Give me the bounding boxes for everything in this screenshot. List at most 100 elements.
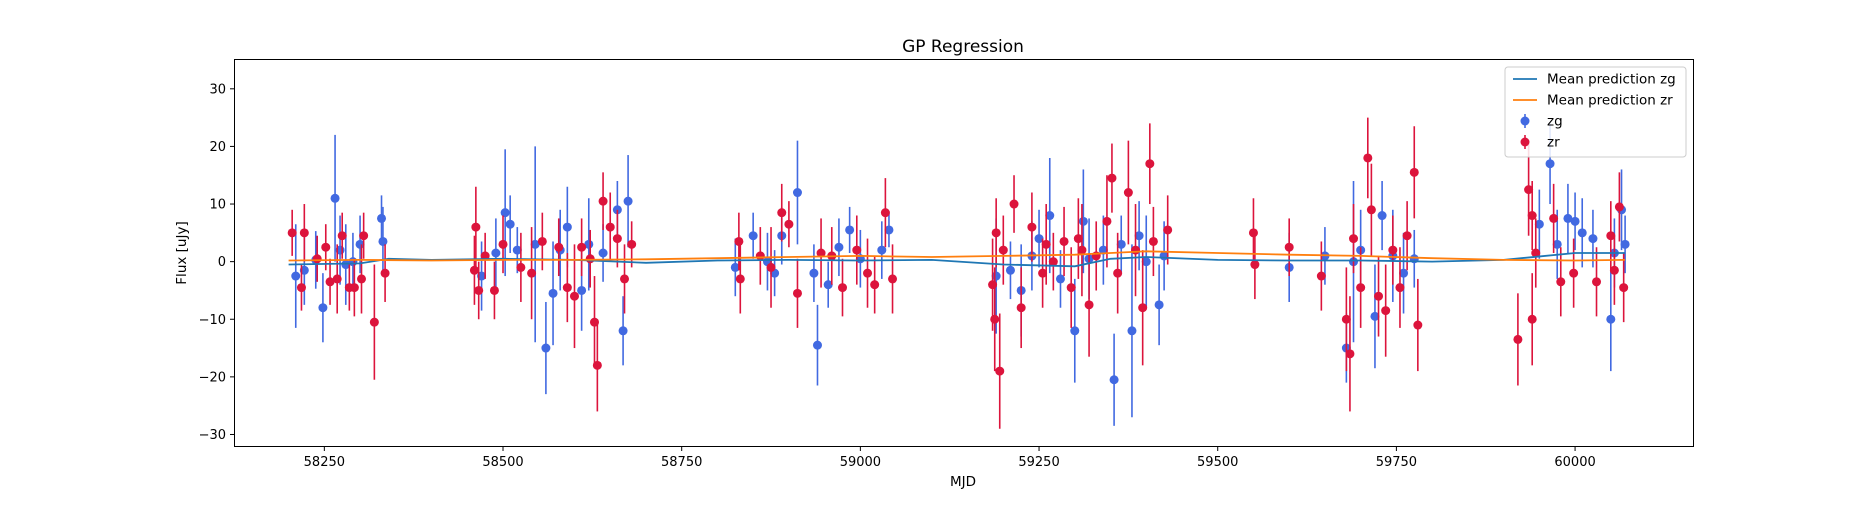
zr-data-point — [592, 360, 602, 370]
zr-data-point — [1016, 303, 1026, 313]
zr-data-point — [1027, 222, 1037, 232]
zr-data-point — [1363, 153, 1373, 163]
zr-data-point — [554, 242, 564, 252]
zr-data-point — [562, 283, 572, 293]
zg-data-point — [541, 343, 551, 353]
legend: Mean prediction zg Mean prediction zr zg zr — [1504, 66, 1687, 158]
zr-data-point — [471, 222, 481, 232]
zr-data-point — [1316, 271, 1326, 281]
zg-data-point — [377, 213, 387, 223]
y-tick-label: −10 — [199, 313, 226, 328]
zg-data-point — [355, 239, 365, 249]
legend-label: Mean prediction zg — [1547, 72, 1676, 88]
zg-data-point — [562, 222, 572, 232]
zg-data-point — [884, 225, 894, 235]
y-tick-label: 30 — [209, 82, 226, 97]
zg-data-point — [500, 208, 510, 218]
zr-data-point — [995, 366, 1005, 376]
x-tick-label: 59500 — [1197, 455, 1238, 470]
zr-data-point — [577, 242, 587, 252]
zr-data-point — [777, 208, 787, 218]
series-zr — [287, 117, 1629, 429]
zg-data-point — [1545, 159, 1555, 169]
zr-data-point — [1556, 277, 1566, 287]
zg-data-point — [1070, 326, 1080, 336]
zg-data-point — [618, 326, 628, 336]
zg-data-point — [330, 193, 340, 203]
zg-data-point — [598, 248, 608, 258]
zg-data-point — [823, 280, 833, 290]
zr-data-point — [1113, 268, 1123, 278]
zr-data-point — [605, 222, 615, 232]
zg-data-point — [730, 262, 740, 272]
y-axis: −30 −20 −10 0 10 20 30 — [199, 82, 235, 443]
y-tick-label: −20 — [199, 370, 226, 385]
zr-data-point — [1084, 300, 1094, 310]
zr-data-point — [792, 288, 802, 298]
legend-label: zr — [1547, 135, 1560, 151]
zr-data-point — [1041, 239, 1051, 249]
x-tick-label: 58250 — [304, 455, 345, 470]
zg-data-point — [1127, 326, 1137, 336]
zr-data-point — [537, 236, 547, 246]
zr-data-point — [1513, 334, 1523, 344]
zr-data-point — [620, 274, 630, 284]
zr-data-point — [332, 274, 342, 284]
zg-data-point — [1078, 216, 1088, 226]
zr-data-point — [1402, 231, 1412, 241]
zr-data-point — [369, 317, 379, 327]
zr-data-point — [1366, 205, 1376, 215]
zr-data-point — [480, 251, 490, 261]
plot-content — [287, 117, 1630, 429]
zg-data-point — [548, 288, 558, 298]
zr-data-point — [598, 196, 608, 206]
zr-data-point — [1413, 320, 1423, 330]
zg-data-point — [577, 285, 587, 295]
zr-data-point — [766, 262, 776, 272]
x-tick-label: 59750 — [1376, 455, 1417, 470]
zg-data-point — [291, 271, 301, 281]
zr-data-point — [357, 274, 367, 284]
zr-data-point — [1102, 216, 1112, 226]
zg-data-point — [1045, 211, 1055, 221]
legend-item-zr: zr — [1520, 135, 1560, 151]
zr-data-point — [1409, 167, 1419, 177]
zr-data-point — [1077, 245, 1087, 255]
zr-data-point — [1038, 268, 1048, 278]
zg-data-point — [505, 219, 515, 229]
zg-data-point — [792, 188, 802, 198]
x-axis-label: MJD — [950, 474, 976, 490]
zr-data-point — [498, 239, 508, 249]
zr-data-point — [888, 274, 898, 284]
zr-data-point — [1374, 291, 1384, 301]
zg-data-point — [1377, 211, 1387, 221]
zr-data-point — [585, 254, 595, 264]
zg-data-point — [1034, 234, 1044, 244]
zr-data-point — [469, 265, 479, 275]
zr-data-point — [474, 285, 484, 295]
zr-data-point — [1284, 242, 1294, 252]
zg-data-point — [1606, 314, 1616, 324]
zr-data-point — [380, 268, 390, 278]
legend-frame — [1504, 66, 1687, 158]
zr-data-point — [988, 280, 998, 290]
zr-data-point — [1609, 265, 1619, 275]
x-tick-label: 58500 — [482, 455, 523, 470]
zg-data-point — [584, 239, 594, 249]
zr-data-point — [1145, 159, 1155, 169]
zg-data-point — [1588, 234, 1598, 244]
zr-data-point — [990, 314, 1000, 324]
zr-data-point — [755, 251, 765, 261]
plot-area-frame — [234, 59, 1694, 447]
zg-data-point — [1563, 213, 1573, 223]
zg-data-point — [1399, 268, 1409, 278]
y-axis-label: Flux [uJy] — [174, 221, 190, 284]
zr-data-point — [1527, 314, 1537, 324]
x-tick-label: 59000 — [840, 455, 881, 470]
zr-data-point — [1349, 234, 1359, 244]
y-tick-label: 0 — [218, 255, 226, 270]
zg-data-point — [491, 248, 501, 258]
zg-data-point — [318, 303, 328, 313]
zg-data-point — [530, 239, 540, 249]
zg-data-point — [378, 236, 388, 246]
